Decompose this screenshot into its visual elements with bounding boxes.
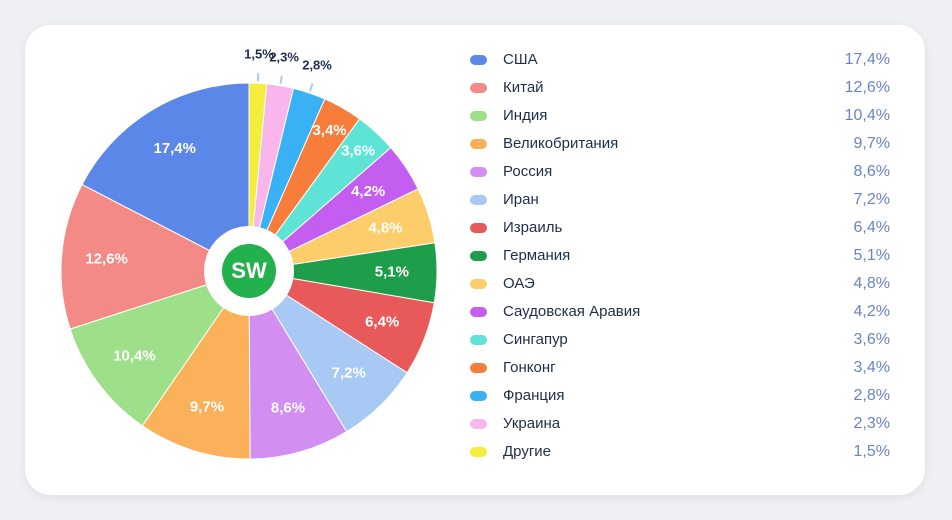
pie-slice (81, 82, 250, 272)
data-label: 12,6% (85, 250, 128, 267)
data-label: 4,8% (368, 220, 402, 237)
pie-slice (248, 82, 268, 272)
leader-line (309, 83, 314, 92)
legend-swatch (470, 307, 487, 317)
legend-swatch (470, 279, 487, 289)
pie-slice (141, 269, 251, 460)
legend-label: Россия (503, 163, 552, 180)
legend-label: Саудовская Аравия (503, 303, 640, 320)
data-label: 2,3% (269, 49, 299, 64)
legend-label: Украина (503, 415, 561, 432)
legend-value: 2,3% (854, 415, 890, 432)
legend-label: Гонконг (503, 359, 556, 376)
data-label: 5,1% (375, 263, 409, 280)
legend-value: 17,4% (845, 51, 890, 68)
legend-swatch (470, 223, 487, 233)
legend-swatch (470, 335, 487, 345)
legend-value: 3,6% (854, 331, 890, 348)
legend-value: 8,6% (854, 163, 890, 180)
legend-label: Сингапур (503, 331, 568, 348)
legend-swatch (470, 447, 487, 457)
legend-value: 9,7% (854, 135, 890, 152)
legend-swatch (470, 251, 487, 261)
legend-value: 12,6% (845, 79, 890, 96)
data-label: 3,6% (341, 143, 375, 160)
leader-line (279, 75, 283, 84)
legend-label: Германия (503, 247, 570, 264)
data-label: 2,8% (302, 58, 332, 73)
legend-value: 10,4% (845, 107, 890, 124)
data-label: 8,6% (271, 399, 305, 416)
legend-value: 7,2% (854, 191, 890, 208)
legend-value: 5,1% (854, 247, 890, 264)
legend-value: 4,2% (854, 303, 890, 320)
legend-swatch (470, 55, 487, 65)
data-label: 9,7% (190, 399, 224, 416)
legend-swatch (470, 195, 487, 205)
legend-value: 4,8% (854, 275, 890, 292)
legend-swatch (470, 111, 487, 121)
legend-swatch (470, 167, 487, 177)
data-label: 3,4% (312, 122, 346, 139)
legend-value: 1,5% (854, 443, 890, 460)
pie-slice (69, 270, 251, 427)
legend-label: Иран (503, 191, 539, 208)
legend-swatch (470, 363, 487, 373)
data-label: 10,4% (113, 347, 156, 364)
data-label: 4,2% (351, 183, 385, 200)
legend-label: Великобритания (503, 135, 618, 152)
legend-swatch (470, 83, 487, 93)
legend-label: Китай (503, 79, 544, 96)
legend-label: Другие (503, 443, 551, 460)
logo: SW (231, 258, 267, 283)
legend-label: Израиль (503, 219, 562, 236)
logo-badge (222, 244, 276, 298)
legend-value: 3,4% (854, 359, 890, 376)
legend-swatch (470, 139, 487, 149)
data-label: 7,2% (332, 364, 366, 381)
legend-label: США (503, 51, 538, 68)
pie-slice (248, 269, 348, 460)
legend-label: Индия (503, 107, 547, 124)
legend-swatch (470, 391, 487, 401)
data-label: 6,4% (365, 314, 399, 331)
legend-label: Франция (503, 387, 564, 404)
legend-value: 2,8% (854, 387, 890, 404)
pie-slice (60, 183, 251, 330)
legend-swatch (470, 419, 487, 429)
legend-label: ОАЭ (503, 275, 535, 292)
data-label: 1,5% (244, 47, 274, 62)
legend-value: 6,4% (854, 219, 890, 236)
data-label: 17,4% (153, 140, 196, 157)
